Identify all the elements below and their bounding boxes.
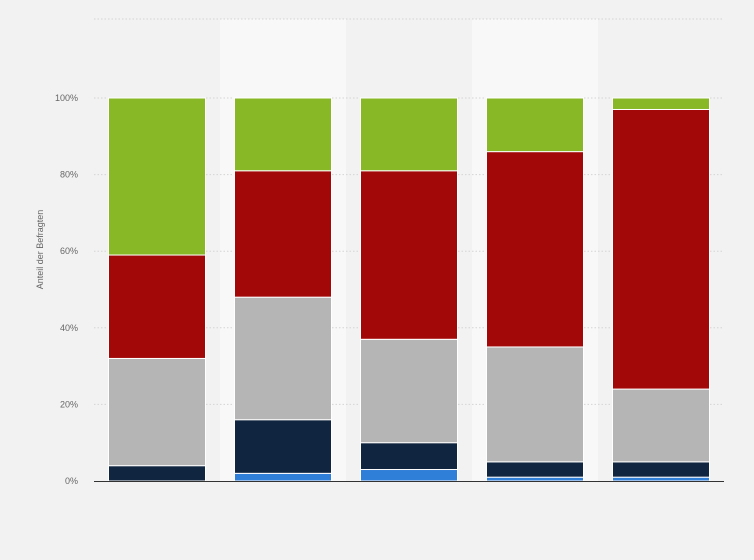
bar-segment (234, 472, 332, 482)
y-tick-label: 40% (60, 323, 78, 333)
bar-segment (360, 442, 458, 471)
bar-segment (360, 469, 458, 482)
bar-segment (360, 338, 458, 444)
bar-segment (486, 151, 584, 348)
bar-segment (108, 254, 206, 359)
bar-segment (486, 461, 584, 478)
y-tick-label: 80% (60, 170, 78, 180)
y-tick-label: 0% (65, 476, 78, 486)
y-tick-label: 20% (60, 399, 78, 409)
bar-segment (612, 476, 710, 482)
bar-segment (234, 170, 332, 298)
bar-segment (360, 97, 458, 172)
bar-segment (234, 419, 332, 474)
bar-segment (234, 296, 332, 421)
y-tick-label: 60% (60, 246, 78, 256)
y-axis-title: Anteil der Befragten (35, 210, 45, 290)
bar-segment (612, 461, 710, 478)
bar-segment (486, 97, 584, 153)
bar-segment (612, 97, 710, 110)
bar-segment (108, 357, 206, 467)
bar-segment (612, 108, 710, 390)
bar-segment (108, 465, 206, 482)
bar-segment (612, 388, 710, 463)
bar-segment (234, 97, 332, 172)
bar-segment (486, 476, 584, 482)
bar-segment (108, 97, 206, 256)
y-tick-label: 100% (55, 93, 78, 103)
bar-segment (360, 170, 458, 340)
bar-segment (486, 346, 584, 463)
